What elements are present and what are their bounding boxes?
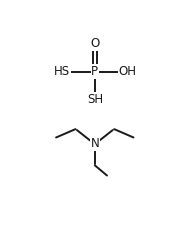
Text: P: P — [91, 65, 98, 78]
Text: OH: OH — [119, 65, 137, 78]
Text: O: O — [90, 37, 100, 50]
Text: HS: HS — [54, 65, 70, 78]
Text: SH: SH — [87, 93, 103, 106]
Text: N: N — [90, 137, 99, 150]
